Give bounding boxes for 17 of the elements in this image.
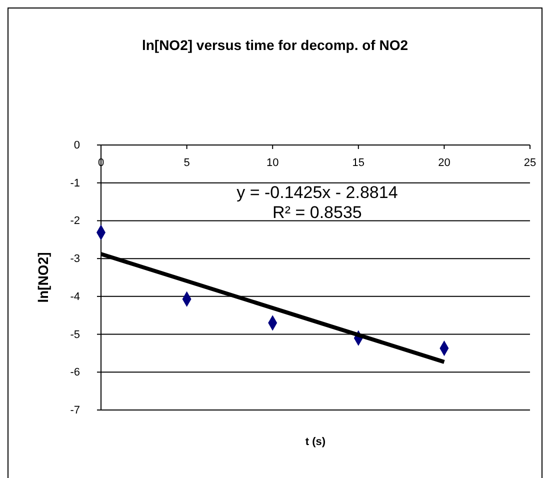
x-tick-label: 25 xyxy=(524,157,536,169)
y-axis-title: ln[NO2] xyxy=(35,252,51,303)
y-tick-label: -2 xyxy=(70,215,80,228)
y-tick-label: -5 xyxy=(70,328,80,341)
annotation: y = -0.1425x - 2.8814 R² = 0.8535 xyxy=(236,183,398,222)
y-tick-label: -1 xyxy=(70,177,80,190)
y-tick-label: -7 xyxy=(70,404,80,417)
y-tick-label: -6 xyxy=(70,366,80,379)
x-tick-label: 5 xyxy=(184,157,190,169)
x-tick-label: 10 xyxy=(266,157,279,169)
y-tick-label: 0 xyxy=(74,140,80,152)
y-tick-label: -4 xyxy=(70,290,80,303)
chart-title: ln[NO2] versus time for decomp. of NO2 xyxy=(142,37,408,53)
y-tick-label: -3 xyxy=(70,253,80,266)
x-axis-title: t (s) xyxy=(305,436,326,448)
x-tick-label: 20 xyxy=(438,157,450,169)
x-tick-label: 15 xyxy=(352,157,365,169)
